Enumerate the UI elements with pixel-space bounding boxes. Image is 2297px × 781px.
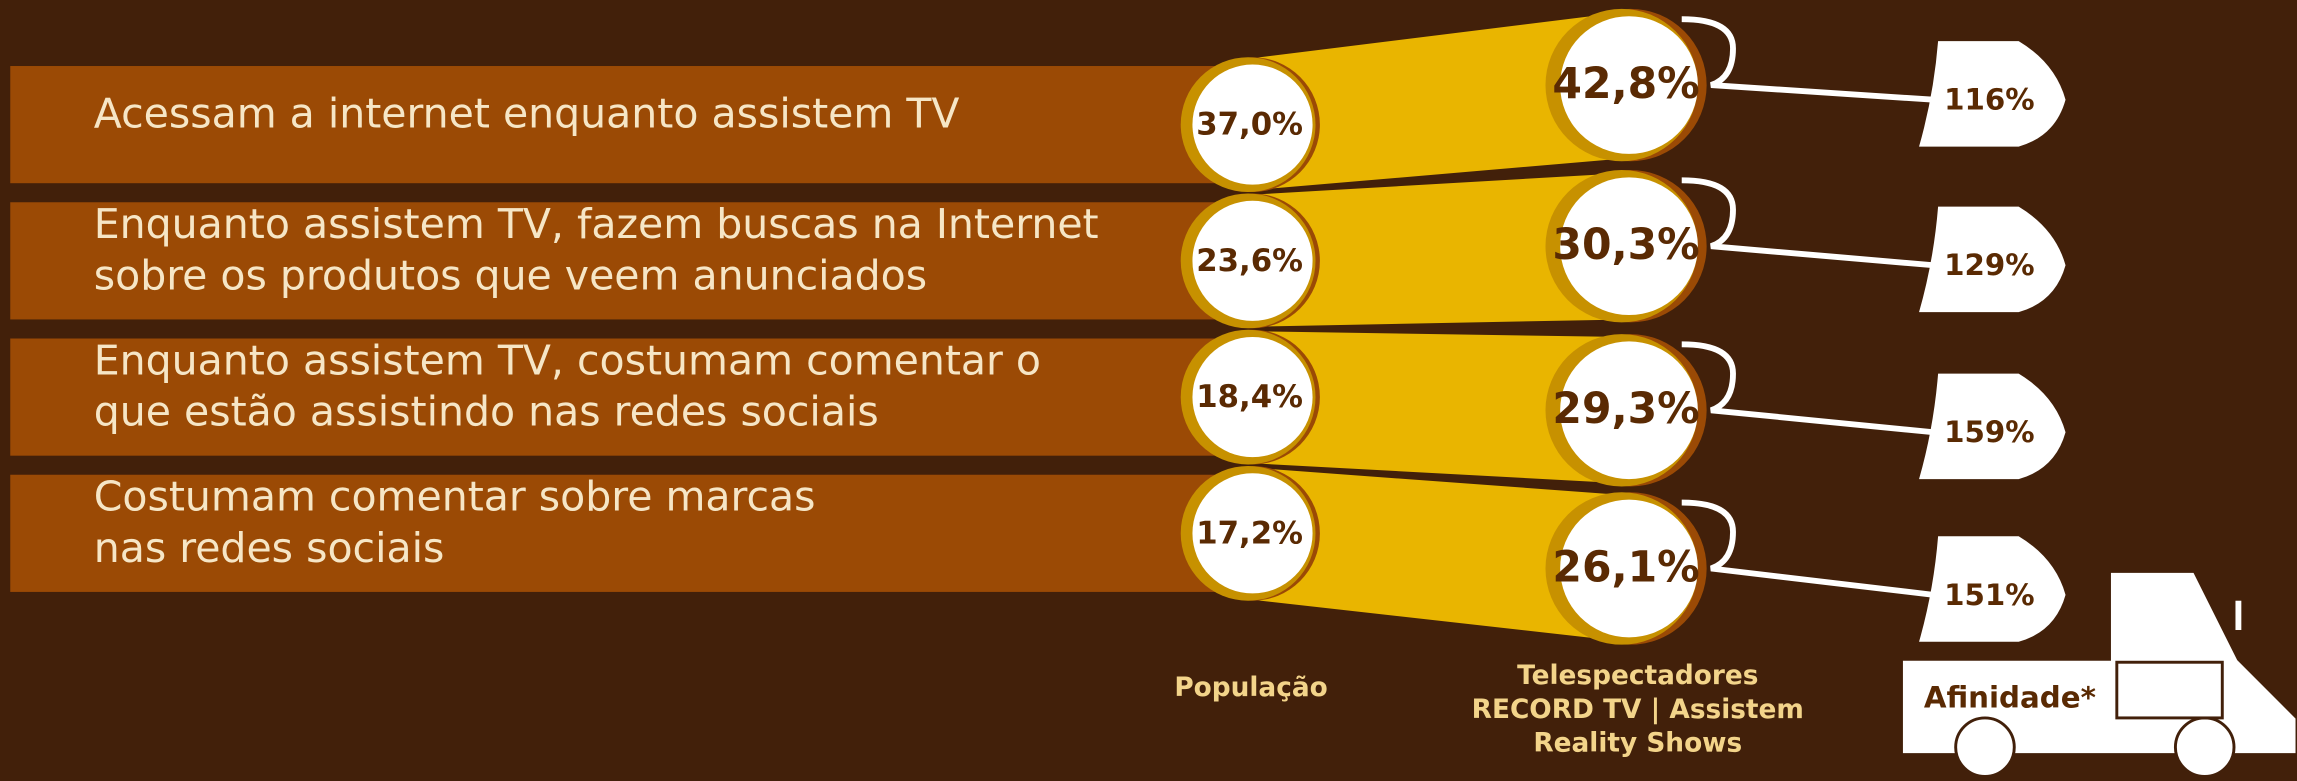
connector (1681, 16, 1934, 103)
viewers-value: 29,3% (1552, 385, 1699, 434)
row-bar (10, 474, 1249, 592)
legend-viewers: Telespectadores RECORD TV | Assistem Reali… (1472, 661, 1804, 758)
category-label: Acessam a internet enquanto assistem TV (94, 90, 960, 138)
population-value: 17,2% (1196, 515, 1303, 551)
affinity-marker (1919, 536, 2066, 642)
population-value: 23,6% (1196, 243, 1303, 279)
affinity-marker (1919, 41, 2066, 147)
category-label: Enquanto assistem TV, fazem buscas na In… (94, 200, 1099, 299)
row-bar (10, 338, 1249, 456)
circle-face (1192, 337, 1313, 458)
category-label: Costumam comentar sobre marcas nas redes … (94, 473, 816, 572)
viewers-value: 30,3% (1552, 221, 1699, 270)
affinity-value: 151% (1944, 578, 2034, 612)
connector (1681, 499, 1935, 598)
population-value: 37,0% (1196, 107, 1303, 143)
circle-face (1560, 341, 1698, 480)
circle-face (1560, 16, 1698, 154)
funnel (1248, 172, 1627, 327)
circle-face (1192, 200, 1313, 321)
row-bar (10, 202, 1249, 320)
affinity-marker (1919, 373, 2066, 480)
legend-population: População (1174, 673, 1327, 703)
row-bar (10, 66, 1249, 184)
legend-affinity: Afinidade* (1924, 680, 2096, 714)
affinity-marker (1919, 206, 2066, 313)
viewers-value: 26,1% (1552, 543, 1699, 592)
circle-face (1192, 473, 1313, 594)
population-value: 18,4% (1196, 379, 1303, 415)
category-label: Enquanto assistem TV, costumam comentar … (94, 336, 1041, 435)
circle-face (1560, 499, 1698, 638)
affinity-value: 116% (1944, 83, 2034, 117)
affinity-value: 159% (1944, 415, 2034, 449)
funnel (1248, 331, 1627, 484)
truck-icon (1900, 569, 2297, 778)
funnel (1248, 467, 1627, 642)
affinity-value: 129% (1944, 248, 2034, 282)
circle-face (1192, 64, 1313, 185)
viewers-value: 42,8% (1552, 60, 1699, 109)
connector (1681, 341, 1934, 436)
connector (1681, 177, 1934, 269)
circle-face (1560, 177, 1698, 316)
funnel (1248, 11, 1627, 191)
